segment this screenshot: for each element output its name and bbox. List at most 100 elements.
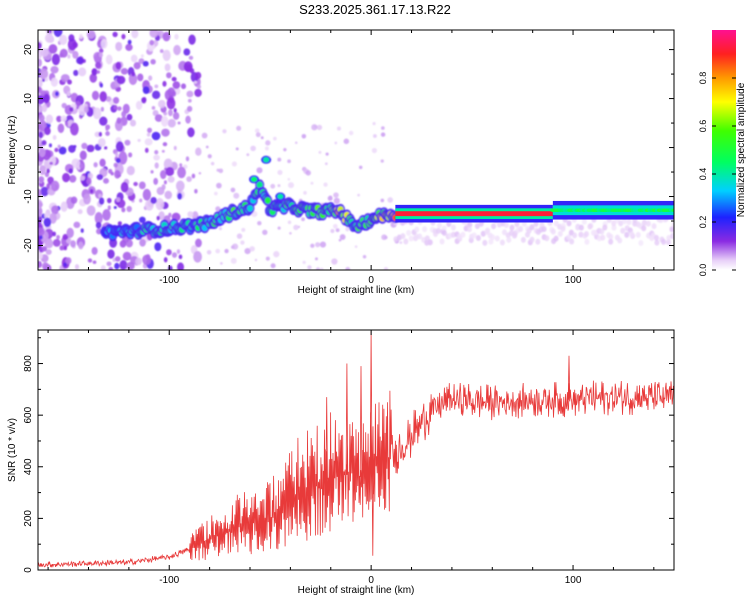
noise-speckle — [320, 267, 324, 270]
noise-speckle — [287, 220, 292, 225]
noise-speckle — [50, 77, 58, 87]
noise-speckle — [53, 30, 63, 38]
noise-speckle — [358, 165, 363, 170]
halo-speckle — [621, 218, 627, 225]
noise-speckle — [59, 245, 64, 251]
noise-speckle — [175, 180, 185, 192]
halo-speckle — [620, 227, 626, 234]
noise-speckle — [56, 235, 60, 240]
halo-speckle — [509, 224, 515, 231]
noise-speckle — [131, 30, 139, 39]
halo-speckle — [403, 238, 409, 245]
noise-speckle — [97, 137, 106, 147]
y-tick-label: 600 — [23, 406, 34, 423]
halo-speckle — [439, 238, 445, 245]
noise-speckle — [150, 197, 157, 204]
noise-speckle — [102, 209, 111, 221]
ridge-core — [247, 205, 253, 212]
y-tick-label: 800 — [23, 355, 34, 372]
spectrogram-blobs — [38, 30, 674, 270]
y-tick-label: 200 — [23, 510, 34, 527]
noise-speckle — [224, 248, 229, 254]
noise-speckle — [48, 143, 52, 148]
snr-series-line — [38, 331, 674, 568]
noise-speckle — [186, 105, 193, 112]
noise-speckle — [154, 84, 159, 89]
noise-speckle — [137, 73, 144, 82]
noise-speckle — [44, 33, 54, 43]
halo-speckle — [503, 222, 509, 229]
noise-speckle — [177, 121, 181, 125]
noise-speckle — [178, 254, 183, 260]
ridge-flat-segment — [395, 200, 674, 223]
halo-speckle — [578, 224, 584, 231]
noise-speckle — [177, 166, 186, 179]
x-tick-label: -100 — [159, 575, 179, 586]
noise-speckle — [163, 257, 168, 263]
noise-speckle — [59, 48, 68, 58]
noise-speckle — [314, 257, 318, 261]
noise-speckle — [107, 205, 111, 211]
noise-speckle — [348, 130, 354, 136]
noise-speckle — [149, 30, 159, 38]
noise-speckle — [121, 110, 127, 118]
noise-speckle — [249, 246, 255, 252]
spectrogram-image — [38, 30, 674, 270]
noise-speckle — [149, 39, 154, 46]
noise-speckle — [67, 38, 77, 51]
halo-speckle — [400, 233, 406, 240]
halo-speckle — [482, 239, 488, 246]
noise-speckle — [107, 249, 115, 259]
halo-speckle — [529, 224, 535, 231]
noise-speckle — [142, 60, 149, 67]
noise-speckle — [51, 53, 61, 66]
halo-speckle — [624, 231, 630, 238]
noise-speckle — [55, 91, 59, 97]
noise-speckle — [133, 61, 141, 70]
noise-speckle — [153, 154, 160, 161]
noise-speckle — [277, 169, 283, 176]
halo-speckle — [626, 219, 632, 226]
noise-speckle — [220, 261, 223, 265]
noise-speckle — [167, 118, 176, 128]
noise-speckle — [201, 132, 208, 139]
noise-speckle — [93, 162, 98, 168]
noise-speckle — [218, 168, 224, 174]
snr-frame — [37, 329, 675, 571]
noise-speckle — [87, 258, 93, 263]
halo-speckle — [587, 223, 593, 230]
spectrogram-x-label: Height of straight line (km) — [298, 285, 415, 296]
noise-speckle — [273, 251, 280, 258]
noise-speckle — [79, 163, 84, 169]
noise-speckle — [345, 266, 351, 270]
noise-speckle — [128, 73, 138, 85]
noise-speckle — [338, 238, 342, 242]
noise-speckle — [198, 171, 202, 175]
noise-speckle — [323, 182, 328, 187]
noise-speckle — [98, 197, 105, 205]
noise-speckle — [139, 238, 146, 247]
noise-speckle — [41, 246, 48, 252]
noise-speckle — [51, 205, 59, 215]
halo-speckle — [475, 235, 481, 242]
noise-speckle — [210, 161, 215, 166]
halo-speckle — [499, 239, 505, 246]
noise-speckle — [151, 105, 156, 110]
noise-speckle — [108, 168, 113, 174]
halo-speckle — [654, 239, 660, 246]
noise-speckle — [135, 100, 143, 110]
noise-speckle — [73, 145, 77, 148]
noise-speckle — [99, 82, 103, 88]
noise-speckle — [305, 170, 311, 176]
halo-speckle — [560, 225, 566, 232]
noise-speckle — [176, 249, 181, 254]
halo-speckle — [557, 230, 563, 237]
colorbar-tick-label: 0.0 — [698, 264, 708, 277]
noise-speckle — [186, 90, 194, 98]
noise-speckle — [156, 215, 160, 221]
noise-speckle — [60, 74, 70, 83]
halo-speckle — [533, 221, 539, 228]
halo-speckle — [575, 224, 581, 231]
noise-speckle — [218, 227, 223, 231]
